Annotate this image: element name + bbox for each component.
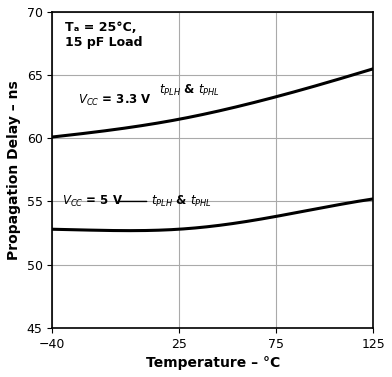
X-axis label: Temperature – °C: Temperature – °C bbox=[145, 356, 280, 370]
Text: $t_{PLH}$ & $t_{PHL}$: $t_{PLH}$ & $t_{PHL}$ bbox=[151, 194, 212, 209]
Text: $V_{CC}$ = 5 V: $V_{CC}$ = 5 V bbox=[62, 194, 123, 209]
Text: $V_{CC}$ = 3.3 V: $V_{CC}$ = 3.3 V bbox=[78, 93, 151, 108]
Y-axis label: Propagation Delay – ns: Propagation Delay – ns bbox=[7, 80, 21, 260]
Text: $t_{PLH}$ & $t_{PHL}$: $t_{PLH}$ & $t_{PHL}$ bbox=[159, 83, 220, 98]
Text: Tₐ = 25°C,
15 pF Load: Tₐ = 25°C, 15 pF Load bbox=[65, 21, 143, 49]
